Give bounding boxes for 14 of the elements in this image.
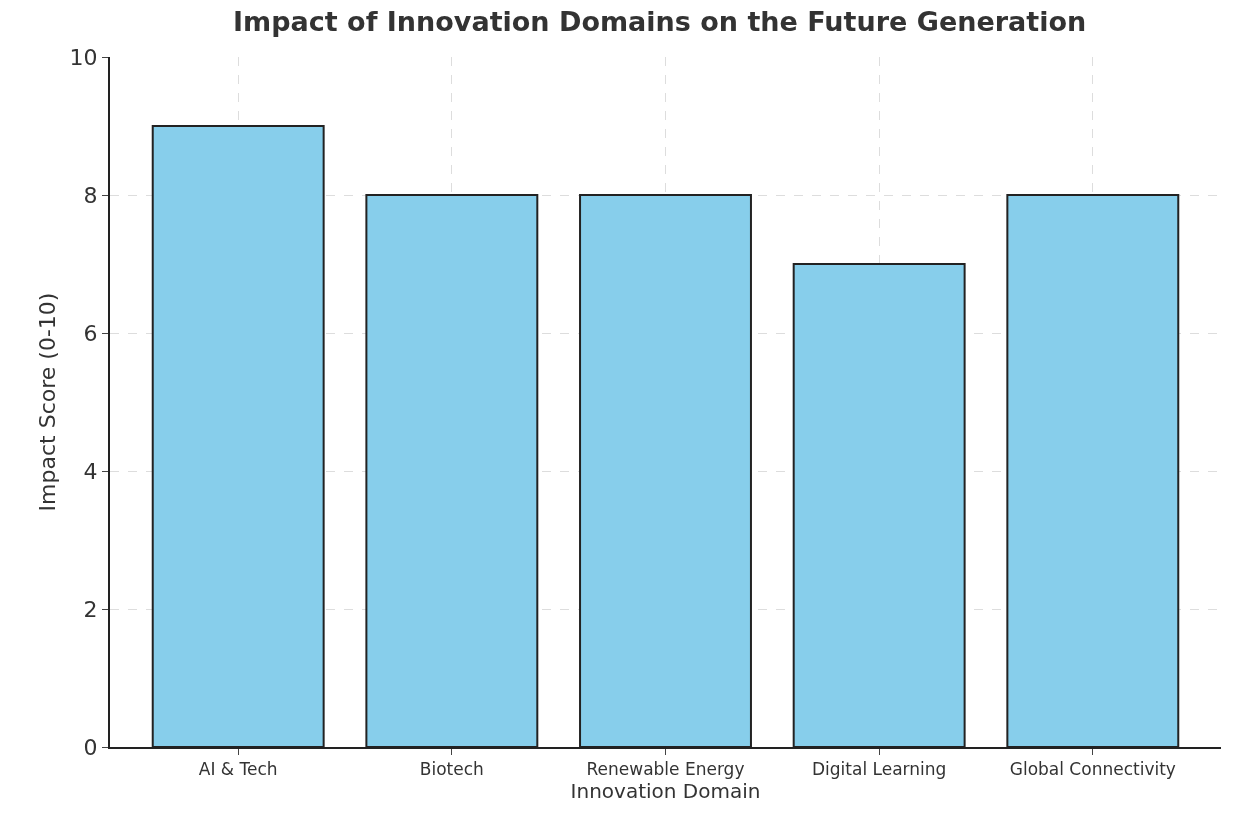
chart-title: Impact of Innovation Domains on the Future Generation xyxy=(233,6,1087,38)
x-tick-label: Digital Learning xyxy=(811,759,947,780)
y-tick-label: 10 xyxy=(69,44,98,70)
x-tick-label: Biotech xyxy=(419,759,484,780)
y-tick-label: 8 xyxy=(83,182,98,208)
y-tick-label: 0 xyxy=(83,734,98,760)
y-tick-label: 6 xyxy=(83,320,98,346)
x-tick-label: AI & Tech xyxy=(198,759,278,780)
y-axis-title: Impact Score (0-10) xyxy=(35,292,60,512)
y-tick-label: 4 xyxy=(83,458,98,484)
y-tick-label: 2 xyxy=(83,596,98,622)
x-axis-title: Innovation Domain xyxy=(570,779,761,804)
x-tick-label: Global Connectivity xyxy=(1009,759,1176,780)
x-tick-label: Renewable Energy xyxy=(586,759,745,780)
